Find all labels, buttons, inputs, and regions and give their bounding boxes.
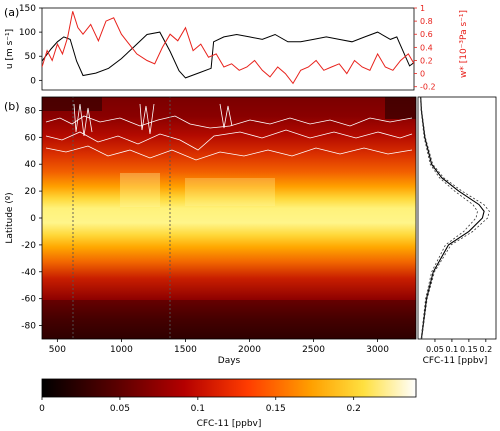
heatmap-plume-1 <box>120 173 160 207</box>
heatmap-plume-2 <box>185 178 275 206</box>
a-series-line <box>42 11 414 85</box>
panel-a: (a) 0 50 100 150 -0.2 0 0.2 0.4 0.6 0.8 1 u [m s⁻… <box>4 4 469 92</box>
heatmap-low-band <box>42 300 416 339</box>
profile-tick-label: 0.15 <box>460 345 478 354</box>
profile-x-label: CFC-11 [ppbv] <box>423 356 488 366</box>
a-left-tick-label: 50 <box>25 52 37 62</box>
profile-lines <box>420 96 490 340</box>
heatmap-y-axis: -80 -60 -40 -20 0 20 40 60 80 <box>21 106 42 332</box>
profile-frame <box>417 96 497 340</box>
panel-b-label: (b) <box>4 100 20 113</box>
profile-x-axis: 0.05 0.1 0.15 0.2 <box>426 339 492 354</box>
heatmap-contours <box>45 103 413 161</box>
contour-line-2 <box>45 129 413 151</box>
contour-line-4 <box>73 103 93 137</box>
colorbar-tick-label: 0.05 <box>110 404 130 414</box>
b-x-tick-label: 1000 <box>110 345 133 355</box>
b-y-tick-label: 40 <box>25 160 37 170</box>
profile-tick-label: 0.05 <box>426 345 444 354</box>
heatmap-dark-top-left <box>42 97 102 111</box>
colorbar-tick-label: 0 <box>39 404 45 414</box>
a-left-tick-label: 100 <box>19 28 36 38</box>
panel-a-left-axis-label: u [m s⁻¹] <box>5 29 15 69</box>
colorbar-tick-label: 0.1 <box>191 404 205 414</box>
panel-a-right-axis: -0.2 0 0.2 0.4 0.6 0.8 1 <box>414 4 436 92</box>
colorbar-bar <box>41 378 417 398</box>
panel-a-left-axis: 0 50 100 150 <box>19 4 42 86</box>
b-y-tick-label: -80 <box>21 322 36 332</box>
contour-line-5 <box>139 103 155 135</box>
a-left-tick-label: 150 <box>19 4 36 14</box>
b-y-tick-label: 80 <box>25 106 37 116</box>
panel-a-series <box>42 11 414 85</box>
contour-line-3 <box>45 145 413 161</box>
profile-upper-line <box>420 96 490 340</box>
a-right-tick-label: 0.8 <box>420 17 433 26</box>
b-x-tick-label: 2000 <box>238 345 261 355</box>
panel-a-right-axis-label: w* [10⁻³Pa s⁻¹] <box>459 10 469 78</box>
profile-tick-label: 0.1 <box>446 345 459 354</box>
heatmap <box>42 97 416 339</box>
b-y-tick-label: -20 <box>21 241 36 251</box>
colorbar-label: CFC-11 [ppbv] <box>197 419 262 429</box>
b-x-tick-label: 3000 <box>366 345 389 355</box>
b-y-tick-label: 20 <box>25 187 37 197</box>
a-right-tick-label: 0.2 <box>420 56 433 65</box>
contour-line-6 <box>219 103 233 129</box>
panel-a-frame <box>41 7 415 91</box>
a-right-tick-label: 0.6 <box>420 30 433 39</box>
heatmap-dark-top-right <box>385 97 416 119</box>
heatmap-x-axis: 500 1000 1500 2000 2500 3000 <box>49 339 389 355</box>
a-right-tick-label: 0 <box>420 70 425 79</box>
profile-mean-line <box>420 96 485 340</box>
b-x-tick-label: 2500 <box>302 345 325 355</box>
a-right-tick-label: -0.2 <box>420 83 436 92</box>
b-y-tick-label: 60 <box>25 133 37 143</box>
heatmap-x-label: Days <box>218 356 241 366</box>
panel-a-label: (a) <box>4 6 19 19</box>
a-series-line <box>42 31 414 79</box>
b-x-tick-label: 1500 <box>174 345 197 355</box>
a-left-tick-label: 0 <box>30 76 36 86</box>
a-right-tick-label: 0.4 <box>420 43 433 52</box>
a-right-tick-label: 1 <box>420 4 425 13</box>
colorbar-ticks: 0 0.05 0.1 0.15 0.2 <box>39 397 361 414</box>
profile-lower-line <box>420 96 478 340</box>
b-x-tick-label: 500 <box>49 345 66 355</box>
b-y-tick-label: 0 <box>30 214 36 224</box>
b-y-tick-label: -60 <box>21 295 36 305</box>
profile-tick-label: 0.2 <box>479 345 492 354</box>
colorbar: 0 0.05 0.1 0.15 0.2 CFC-11 [ppbv] <box>39 378 417 429</box>
b-y-tick-label: -40 <box>21 268 36 278</box>
colorbar-tick-label: 0.15 <box>266 404 286 414</box>
colorbar-tick-label: 0.2 <box>347 404 361 414</box>
heatmap-y-label: Latitude (º) <box>5 192 15 243</box>
